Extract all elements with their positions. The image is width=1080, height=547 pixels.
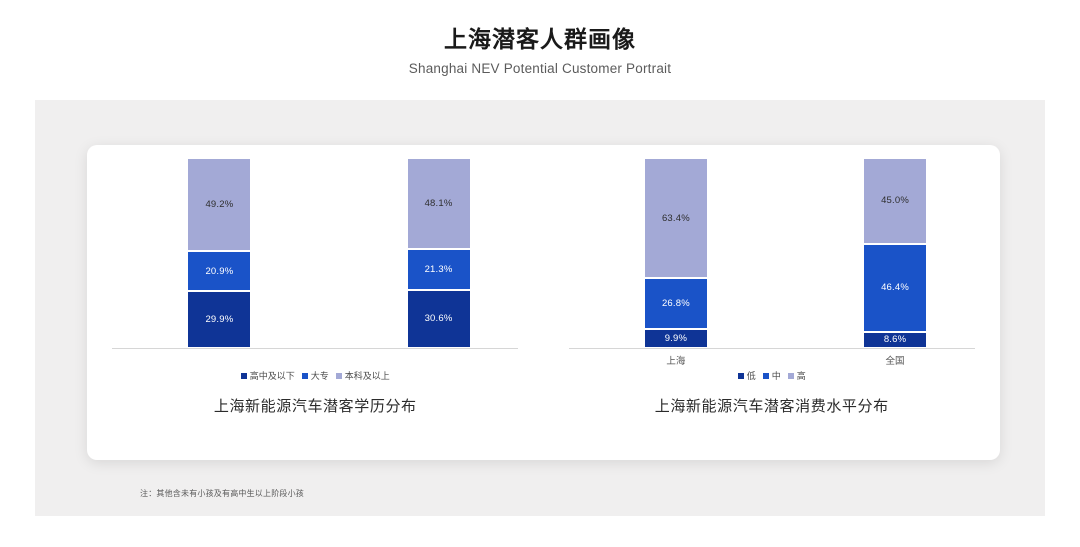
legend-item-低[interactable]: 低 bbox=[737, 369, 756, 382]
chart-2-category-labels: 上海 全国 bbox=[544, 353, 1001, 369]
chart-1-legend: 高中及以下 大专 本科及以上 bbox=[87, 369, 544, 382]
chart-2-axis-line bbox=[568, 348, 975, 349]
chart-1-bar-0[interactable]: 49.2% 20.9% 29.9% bbox=[187, 158, 252, 348]
chart-2-bar-1-segment-low[interactable]: 8.6% bbox=[863, 331, 928, 348]
chart-1-caption: 上海新能源汽车潜客学历分布 bbox=[213, 398, 417, 415]
chart-1-bar-1-segment-high[interactable]: 48.1% bbox=[406, 158, 471, 250]
legend-item-高中及以下[interactable]: 高中及以下 bbox=[240, 369, 295, 382]
footnote: 注：其他含未有小孩及有高中生以上阶段小孩 bbox=[140, 489, 304, 498]
page-title: 上海潜客人群画像 bbox=[444, 26, 636, 52]
chart-2-category-label-0: 上海 bbox=[666, 356, 686, 367]
page-subtitle: Shanghai NEV Potential Customer Portrait bbox=[408, 60, 672, 76]
segment-value-label: 30.6% bbox=[424, 313, 453, 325]
legend-label: 本科及以上 bbox=[344, 371, 390, 381]
chart-2-plot-area: 63.4% 26.8% 9.9% 45.0% 46.4% 8.6% bbox=[544, 157, 1001, 349]
chart-1-bar-1[interactable]: 48.1% 21.3% 30.6% bbox=[406, 158, 471, 348]
chart-1-plot-area: 49.2% 20.9% 29.9% 48.1% 21.3% 30.6% bbox=[87, 158, 544, 349]
chart-education-distribution: 49.2% 20.9% 29.9% 48.1% 21.3% 30.6% 高中及以下 大专 本… bbox=[87, 145, 544, 460]
segment-value-label: 29.9% bbox=[205, 314, 234, 326]
chart-2-bar-1-segment-high[interactable]: 45.0% bbox=[863, 158, 928, 244]
segment-value-label: 48.1% bbox=[424, 198, 453, 210]
segment-value-label: 63.4% bbox=[661, 212, 690, 224]
chart-2-bar-0[interactable]: 63.4% 26.8% 9.9% bbox=[643, 157, 708, 348]
legend-label: 中 bbox=[771, 371, 781, 381]
segment-value-label: 45.0% bbox=[881, 195, 910, 207]
segment-value-label: 9.9% bbox=[664, 333, 688, 345]
chart-1-bar-0-segment-low[interactable]: 29.9% bbox=[187, 291, 252, 348]
chart-2-category-label-1: 全国 bbox=[885, 356, 905, 367]
legend-item-高[interactable]: 高 bbox=[787, 369, 806, 382]
chart-1-category-labels bbox=[87, 353, 544, 369]
chart-1-axis-line bbox=[112, 348, 519, 349]
chart-1-bar-1-segment-low[interactable]: 30.6% bbox=[406, 289, 471, 348]
chart-1-bar-0-segment-mid[interactable]: 20.9% bbox=[187, 251, 252, 292]
legend-swatch-icon bbox=[762, 372, 769, 379]
chart-1-bar-1-segment-mid[interactable]: 21.3% bbox=[406, 249, 471, 290]
segment-value-label: 49.2% bbox=[205, 199, 234, 211]
chart-2-caption: 上海新能源汽车潜客消费水平分布 bbox=[654, 398, 889, 415]
legend-swatch-icon bbox=[737, 372, 744, 379]
legend-label: 高中及以下 bbox=[249, 371, 295, 381]
legend-label: 大专 bbox=[310, 371, 329, 381]
content-panel: 49.2% 20.9% 29.9% 48.1% 21.3% 30.6% 高中及以下 大专 本… bbox=[35, 100, 1045, 516]
legend-swatch-icon bbox=[240, 372, 247, 379]
legend-swatch-icon bbox=[335, 372, 342, 379]
legend-label: 高 bbox=[796, 371, 806, 381]
segment-value-label: 8.6% bbox=[883, 334, 907, 346]
chart-1-bar-0-segment-high[interactable]: 49.2% bbox=[187, 158, 252, 252]
legend-label: 低 bbox=[746, 371, 756, 381]
chart-2-bar-1[interactable]: 45.0% 46.4% 8.6% bbox=[863, 158, 928, 348]
chart-2-bar-1-segment-mid[interactable]: 46.4% bbox=[863, 243, 928, 332]
page-header: 上海潜客人群画像 Shanghai NEV Potential Customer… bbox=[0, 0, 1080, 76]
legend-item-本科及以上[interactable]: 本科及以上 bbox=[335, 369, 390, 382]
segment-value-label: 46.4% bbox=[881, 282, 910, 294]
legend-swatch-icon bbox=[301, 372, 308, 379]
segment-value-label: 26.8% bbox=[661, 298, 690, 310]
charts-card: 49.2% 20.9% 29.9% 48.1% 21.3% 30.6% 高中及以下 大专 本… bbox=[87, 145, 1000, 498]
legend-item-中[interactable]: 中 bbox=[762, 369, 781, 382]
segment-value-label: 20.9% bbox=[205, 265, 234, 277]
legend-swatch-icon bbox=[787, 372, 794, 379]
chart-2-bar-0-segment-mid[interactable]: 26.8% bbox=[643, 278, 708, 330]
chart-2-bar-0-segment-low[interactable]: 9.9% bbox=[643, 329, 708, 348]
legend-item-大专[interactable]: 大专 bbox=[301, 369, 329, 382]
charts-row: 49.2% 20.9% 29.9% 48.1% 21.3% 30.6% 高中及以下 大专 本… bbox=[87, 145, 1000, 460]
segment-value-label: 21.3% bbox=[424, 264, 453, 276]
chart-consumption-level-distribution: 63.4% 26.8% 9.9% 45.0% 46.4% 8.6% 上海 全国 低 中 高 上… bbox=[544, 145, 1001, 460]
chart-2-bar-0-segment-high[interactable]: 63.4% bbox=[643, 157, 708, 279]
chart-2-legend: 低中高 bbox=[544, 369, 1001, 382]
